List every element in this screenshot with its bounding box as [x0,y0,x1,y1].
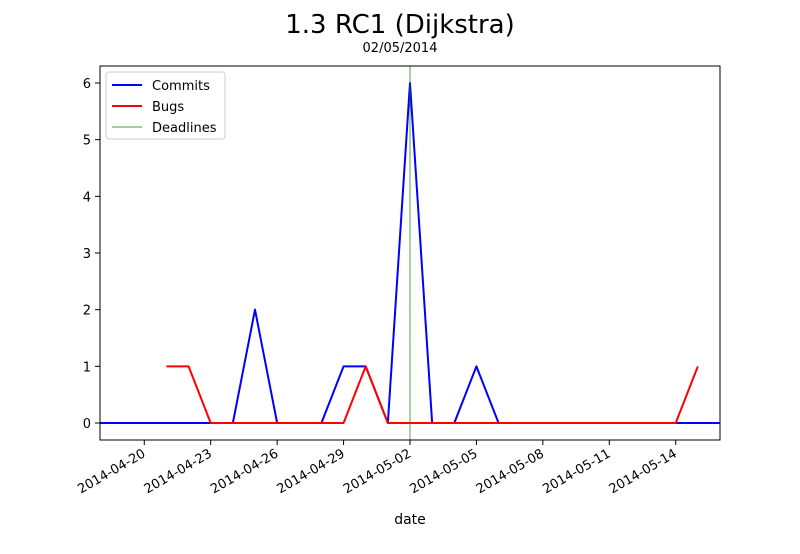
y-tick-label: 0 [83,417,91,432]
legend-box [105,71,226,140]
y-tick-label: 3 [83,247,91,262]
y-tick-label: 4 [83,190,91,205]
chart-subtitle: 02/05/2014 [363,41,438,56]
x-tick-label: 2014-05-02 [341,446,414,497]
x-tick-label: 2014-05-11 [540,446,613,497]
x-tick-label: 2014-05-08 [474,446,547,497]
series-line-bugs [166,365,699,424]
y-tick-label: 2 [83,304,91,319]
chart-title: 1.3 RC1 (Dijkstra) [285,10,515,40]
plot-area: 01234562014-04-202014-04-232014-04-26201… [75,65,721,497]
y-tick-label: 6 [83,77,91,92]
legend-label: Deadlines [152,121,217,136]
legend-label: Bugs [152,100,184,115]
x-tick-label: 2014-04-26 [208,446,281,497]
y-tick-label: 5 [83,134,91,149]
x-tick-label: 2014-04-20 [75,446,148,497]
x-tick-label: 2014-05-14 [607,446,680,497]
series-layer [100,66,720,440]
x-tick-label: 2014-04-23 [142,446,215,497]
x-axis-label: date [394,512,426,528]
y-tick-label: 1 [83,360,91,375]
legend: Commits Bugs Deadlines [105,71,226,140]
x-tick-label: 2014-04-29 [275,446,348,497]
legend-label: Commits [152,79,210,94]
x-tick-label: 2014-05-05 [407,446,480,497]
